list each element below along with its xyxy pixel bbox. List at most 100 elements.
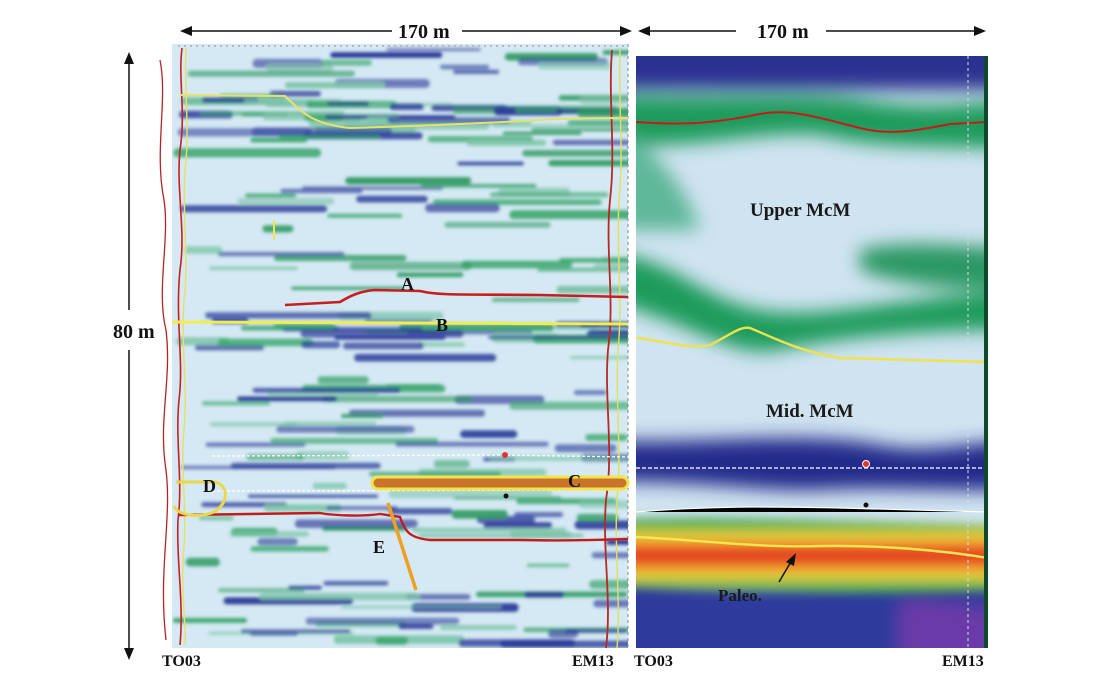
seismic-texture-band — [265, 63, 334, 73]
seismic-texture-band — [176, 337, 230, 346]
seismic-texture-band — [251, 127, 392, 136]
seismic-texture-band — [570, 356, 628, 360]
seismic-texture-band — [305, 617, 460, 625]
seismic-texture-band — [180, 205, 328, 213]
horizon-b-line — [171, 320, 629, 326]
label-e: E — [373, 537, 385, 557]
seismic-texture-band — [395, 441, 549, 447]
seismic-texture-band — [500, 640, 628, 648]
seismic-texture-band — [387, 117, 511, 124]
seismic-texture-band — [270, 438, 439, 444]
label-upper-mcm: Upper McM — [750, 200, 850, 221]
seismic-texture-band — [308, 119, 399, 129]
seismic-texture-band — [173, 148, 322, 158]
seismic-texture-band — [585, 434, 628, 441]
seismic-texture-band — [240, 629, 351, 634]
left-well-trace — [176, 47, 184, 646]
seismic-texture-band — [345, 177, 472, 185]
right-horizon-yellow-mid — [635, 326, 989, 364]
seismic-texture-band — [386, 48, 481, 52]
seismic-texture-band — [375, 636, 409, 645]
top-right-width-label: 170 m — [757, 21, 809, 43]
seismic-texture-band — [522, 150, 628, 157]
seismic-texture-band — [548, 160, 628, 167]
fault-e-line — [386, 502, 418, 591]
seismic-texture-band — [237, 197, 335, 205]
seismic-texture-band — [341, 605, 502, 609]
horizon-upper-yellow — [179, 94, 629, 130]
seismic-texture-band — [453, 69, 500, 74]
seismic-texture-band — [250, 632, 298, 636]
seismic-texture-band — [273, 323, 335, 329]
seismic-texture-band — [274, 255, 407, 261]
seismic-texture-band — [565, 628, 628, 633]
seismic-texture-band — [489, 192, 609, 198]
seismic-texture-band — [425, 203, 500, 213]
seismic-texture-band — [217, 338, 314, 347]
red-point-left — [502, 452, 508, 458]
horizon-red-lower — [177, 511, 629, 542]
horizon-white-upper — [211, 454, 629, 458]
seismic-texture-band — [210, 422, 297, 427]
seismic-texture-band — [258, 592, 420, 601]
seismic-texture-band — [312, 482, 347, 489]
seismic-texture-band — [263, 504, 343, 512]
seismic-texture-band — [294, 519, 418, 528]
seismic-texture-band — [554, 444, 617, 453]
label-c: C — [568, 471, 581, 491]
dimension-vertical: 80 m — [113, 52, 155, 660]
seismic-texture-band — [369, 471, 502, 477]
well-label-right-panel-to03: TO03 — [634, 653, 673, 670]
seismic-texture-band — [591, 552, 628, 559]
seismic-texture-band — [489, 455, 628, 461]
right-horizon-red-upper — [635, 111, 989, 133]
label-b: B — [436, 315, 448, 335]
seismic-texture-band — [205, 312, 372, 319]
seismic-texture-band — [440, 625, 517, 630]
seismic-texture-band — [574, 390, 607, 395]
seismic-texture-band — [488, 335, 628, 339]
left-seismic-panel: A B C D E — [159, 44, 630, 649]
seismic-texture-band — [389, 103, 424, 110]
seismic-texture-band — [327, 101, 369, 106]
seismic-texture-band — [526, 563, 570, 567]
seismic-texture-band — [218, 252, 345, 257]
seismic-texture-band — [433, 460, 470, 468]
seismic-texture-band — [245, 193, 296, 198]
seismic-texture-band — [209, 266, 298, 270]
seismic-texture-band — [321, 59, 372, 66]
seismic-texture-band — [396, 272, 464, 278]
seismic-texture-band — [326, 506, 398, 510]
seismic-texture-band — [461, 260, 573, 269]
seismic-texture-band — [552, 139, 628, 146]
right-horizon-paleo — [635, 535, 989, 560]
seismic-texture-band — [537, 61, 611, 70]
seismic-texture-band — [389, 508, 453, 515]
seismic-texture-band — [330, 52, 443, 58]
seismic-texture-band — [246, 454, 305, 461]
seismic-texture-band — [593, 599, 628, 608]
seismic-texture-band — [218, 588, 305, 593]
seismic-texture-band — [514, 512, 563, 518]
seismic-texture-band — [181, 465, 336, 470]
seismic-texture-band — [577, 109, 628, 118]
seismic-texture-band — [285, 82, 385, 89]
seismic-texture-band — [252, 387, 401, 393]
seismic-texture-band — [602, 50, 628, 55]
dimension-top-left: 170 m — [180, 21, 632, 43]
seismic-texture-band — [491, 297, 580, 302]
seismic-texture-band — [280, 188, 363, 194]
seismic-texture-band — [317, 376, 369, 384]
seismic-texture-band — [301, 341, 341, 349]
seismic-texture-band — [405, 594, 471, 600]
seismic-texture-band — [398, 623, 434, 629]
seismic-texture-band — [250, 137, 308, 143]
horizon-d-marker — [172, 480, 227, 517]
seismic-texture-band — [432, 199, 602, 205]
seismic-texture-band — [559, 258, 628, 263]
seismic-texture-band — [185, 557, 220, 567]
seismic-texture-band — [284, 421, 377, 426]
seismic-texture-band — [248, 494, 379, 498]
seismic-texture-band — [412, 527, 567, 533]
